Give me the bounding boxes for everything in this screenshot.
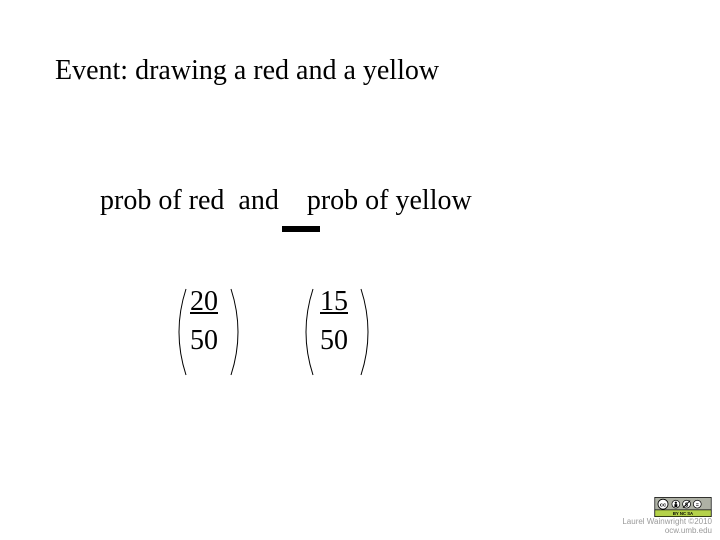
fraction-red: 20 50 bbox=[190, 285, 218, 363]
fraction-red-denominator: 50 bbox=[190, 319, 218, 364]
slide: Event: drawing a red and a yellow prob o… bbox=[0, 0, 720, 540]
footer-site: ocw.umb.edu bbox=[622, 527, 712, 536]
slide-title: Event: drawing a red and a yellow bbox=[55, 55, 439, 87]
right-paren-close-icon bbox=[355, 287, 379, 377]
fractions-area: 20 50 15 50 bbox=[170, 285, 430, 395]
probability-expression: prob of red and prob of yellow bbox=[100, 185, 472, 217]
left-paren-open-icon bbox=[168, 287, 192, 377]
fraction-yellow-numerator: 15 bbox=[320, 285, 348, 319]
right-paren-open-icon bbox=[295, 287, 319, 377]
prob-red-label: prob of red bbox=[100, 185, 224, 216]
left-paren-close-icon bbox=[225, 287, 249, 377]
cc-license-icon: cc $ = BY NC SA bbox=[654, 497, 712, 517]
svg-text:cc: cc bbox=[660, 503, 666, 509]
prob-yellow-label: prob of yellow bbox=[307, 185, 472, 216]
fraction-red-numerator: 20 bbox=[190, 285, 218, 319]
and-label: and bbox=[238, 185, 278, 216]
fraction-yellow-denominator: 50 bbox=[320, 319, 348, 364]
svg-text:BY NC SA: BY NC SA bbox=[673, 512, 693, 517]
fraction-yellow: 15 50 bbox=[320, 285, 348, 363]
svg-text:=: = bbox=[696, 503, 699, 509]
and-underline bbox=[282, 226, 320, 232]
footer: cc $ = BY NC SA Laurel Wainwright ©2010 … bbox=[622, 497, 712, 536]
